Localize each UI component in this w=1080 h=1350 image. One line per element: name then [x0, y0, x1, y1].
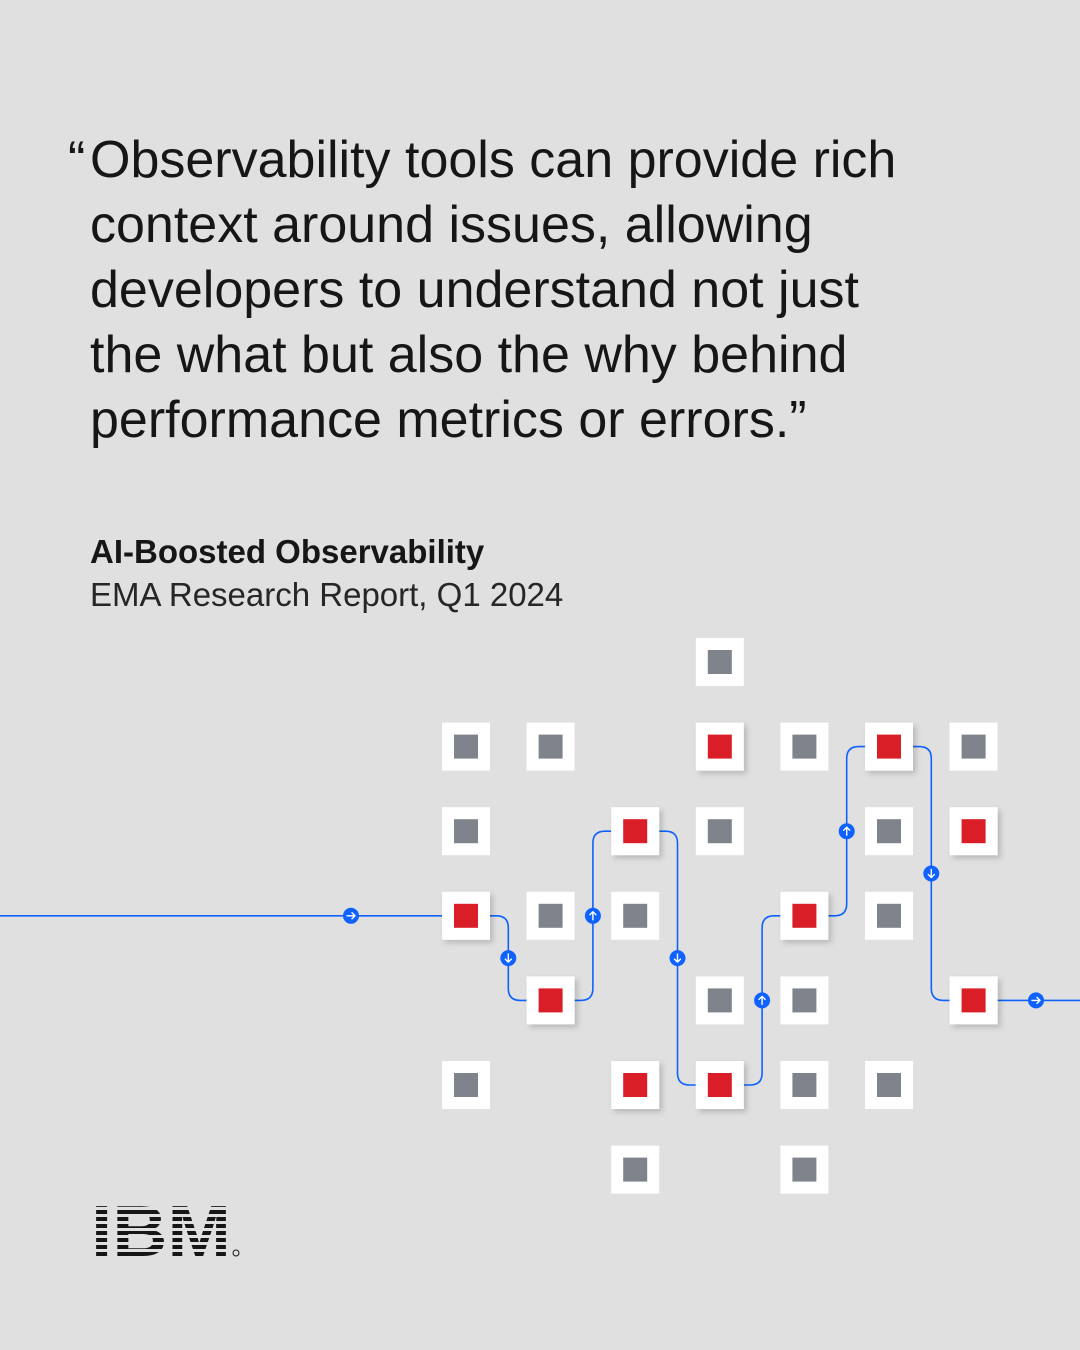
- quote-line: performance metrics or errors.”: [90, 391, 807, 449]
- grid-node-active: [865, 722, 913, 771]
- quote-block: “ Observability tools can provide rich c…: [68, 128, 990, 453]
- ibm-logo: IBM: [93, 1203, 243, 1264]
- grid-node-active: [611, 1061, 660, 1109]
- ibm-logo-text: IBM: [93, 1203, 231, 1259]
- grid-node-inactive: [949, 722, 998, 771]
- arrow-right-icon: [343, 907, 359, 924]
- grid-node-inactive: [442, 807, 490, 856]
- grid-node-active: [442, 891, 490, 940]
- grid-node-inactive: [442, 722, 490, 771]
- arrow-down-icon: [500, 950, 517, 967]
- arrow-right-icon: [1028, 992, 1044, 1009]
- grid-node-inactive: [780, 1061, 829, 1109]
- grid-node-active: [695, 722, 744, 771]
- grid-node-inactive: [695, 807, 744, 856]
- grid-node-active: [949, 807, 998, 856]
- grid-node-inactive: [611, 1145, 660, 1194]
- quote-line: context around issues, allowing: [90, 196, 813, 254]
- grid-node-inactive: [442, 1061, 490, 1109]
- grid-node-active: [695, 1061, 744, 1109]
- grid-node-active: [611, 807, 660, 856]
- arrow-down-icon: [669, 950, 686, 967]
- arrow-down-icon: [923, 865, 940, 882]
- grid-node-inactive: [865, 891, 913, 940]
- grid-node-inactive: [865, 1061, 913, 1109]
- grid-node-inactive: [780, 1145, 829, 1194]
- arrow-up-icon: [754, 992, 771, 1009]
- quote-open-mark: “: [68, 131, 86, 189]
- arrow-up-icon: [838, 823, 855, 840]
- grid-node-active: [949, 976, 998, 1025]
- grid-node-inactive: [526, 722, 575, 771]
- source-title: AI-Boosted Observability: [90, 533, 485, 570]
- grid-node-inactive: [611, 891, 660, 940]
- quote-line: developers to understand not just: [90, 261, 859, 319]
- quote-line: the what but also the why behind: [90, 326, 848, 384]
- grid-node-inactive: [780, 976, 829, 1025]
- grid-node-active: [526, 976, 575, 1025]
- source-subtitle: EMA Research Report, Q1 2024: [90, 576, 564, 613]
- grid-node-inactive: [526, 891, 575, 940]
- quote-line: Observability tools can provide rich: [90, 131, 897, 189]
- grid-node-inactive: [695, 638, 744, 686]
- grid-node-active: [780, 891, 829, 940]
- arrow-up-icon: [584, 907, 601, 924]
- grid-node-inactive: [865, 807, 913, 856]
- grid-node-inactive: [780, 722, 829, 771]
- grid-node-inactive: [695, 976, 744, 1025]
